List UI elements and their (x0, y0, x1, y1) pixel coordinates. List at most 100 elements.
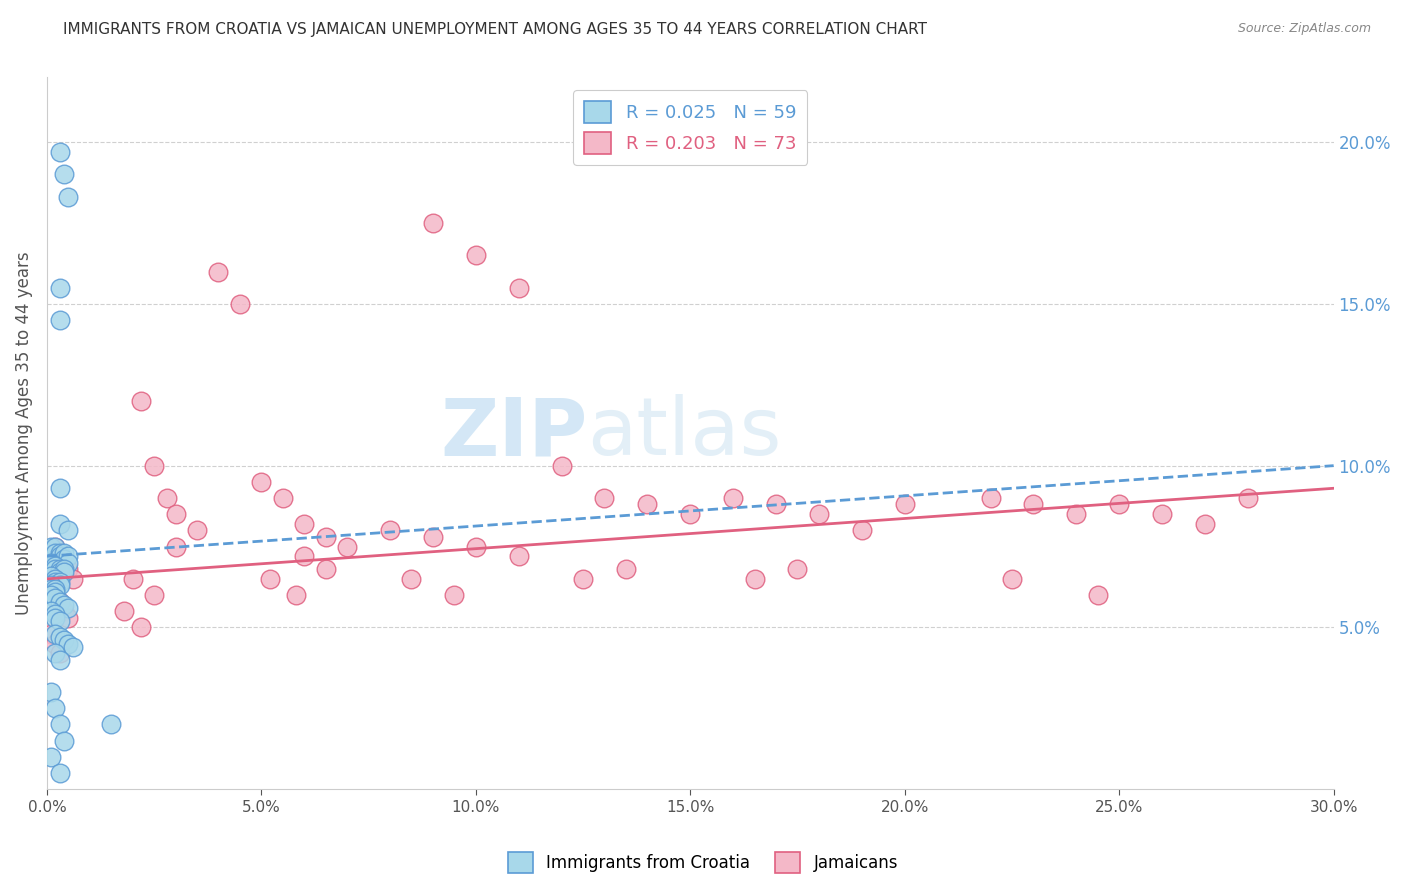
Point (44, 591, 66, 606)
Point (44, 575, 66, 590)
Point (39, 604, 62, 618)
Point (508, 281, 530, 295)
Point (292, 549, 315, 564)
Point (44, 562, 66, 576)
Point (292, 516, 315, 531)
Point (58, 556, 80, 570)
Point (893, 498, 915, 512)
Point (44, 646, 66, 660)
Point (679, 507, 702, 521)
Point (39, 540, 62, 554)
Point (62, 640, 84, 654)
Point (49, 630, 72, 644)
Point (44, 540, 66, 554)
Point (143, 588, 166, 602)
Point (1237, 491, 1260, 505)
Point (336, 540, 359, 554)
Point (156, 491, 179, 505)
Point (49, 145, 72, 159)
Point (1064, 507, 1087, 521)
Point (44, 627, 66, 641)
Point (58, 610, 80, 624)
Point (39, 556, 62, 570)
Point (464, 248, 486, 262)
Point (443, 588, 465, 602)
Point (49, 594, 72, 608)
Point (186, 524, 208, 538)
Point (765, 498, 787, 512)
Point (53, 168, 76, 182)
Point (58, 190, 80, 204)
Point (49, 313, 72, 327)
Point (721, 491, 744, 505)
Point (53, 733, 76, 747)
Point (44, 582, 66, 596)
Point (464, 540, 486, 554)
Point (49, 546, 72, 560)
Legend: Immigrants from Croatia, Jamaicans: Immigrants from Croatia, Jamaicans (502, 846, 904, 880)
Point (44, 610, 66, 624)
Point (121, 572, 143, 586)
Point (53, 566, 76, 580)
Point (271, 491, 294, 505)
Point (508, 549, 530, 564)
Point (744, 572, 766, 586)
Point (422, 530, 444, 544)
Y-axis label: Unemployment Among Ages 35 to 44 years: Unemployment Among Ages 35 to 44 years (15, 252, 32, 615)
Point (49, 281, 72, 295)
Point (614, 562, 637, 576)
Point (100, 717, 122, 731)
Point (165, 507, 187, 521)
Point (1152, 507, 1174, 521)
Point (422, 216, 444, 230)
Point (49, 549, 72, 564)
Point (229, 297, 252, 311)
Point (49, 614, 72, 628)
Point (378, 524, 401, 538)
Point (53, 604, 76, 618)
Point (284, 588, 307, 602)
Text: ZIP: ZIP (440, 394, 588, 472)
Text: Source: ZipAtlas.com: Source: ZipAtlas.com (1237, 22, 1371, 36)
Point (49, 566, 72, 580)
Point (49, 594, 72, 608)
Point (129, 393, 152, 408)
Point (39, 685, 62, 699)
Point (143, 458, 166, 473)
Point (49, 562, 72, 576)
Point (62, 572, 84, 586)
Point (49, 766, 72, 780)
Point (207, 264, 229, 278)
Point (1087, 588, 1109, 602)
Text: IMMIGRANTS FROM CROATIA VS JAMAICAN UNEMPLOYMENT AMONG AGES 35 TO 44 YEARS CORRE: IMMIGRANTS FROM CROATIA VS JAMAICAN UNEM… (63, 22, 928, 37)
Point (44, 572, 66, 586)
Text: atlas: atlas (588, 394, 782, 472)
Point (250, 475, 273, 489)
Point (44, 558, 66, 573)
Point (1001, 572, 1024, 586)
Point (39, 627, 62, 641)
Point (49, 516, 72, 531)
Point (53, 546, 76, 560)
Point (53, 556, 76, 570)
Point (58, 636, 80, 650)
Point (315, 530, 337, 544)
Point (165, 540, 187, 554)
Point (58, 524, 80, 538)
Point (49, 653, 72, 667)
Point (851, 524, 873, 538)
Point (572, 572, 595, 586)
Point (53, 552, 76, 566)
Point (129, 620, 152, 634)
Point (39, 578, 62, 592)
Point (112, 604, 135, 618)
Point (53, 633, 76, 648)
Point (786, 562, 808, 576)
Point (39, 749, 62, 764)
Point (53, 562, 76, 576)
Point (807, 507, 830, 521)
Point (58, 601, 80, 615)
Point (636, 498, 658, 512)
Point (44, 584, 66, 599)
Point (49, 578, 72, 592)
